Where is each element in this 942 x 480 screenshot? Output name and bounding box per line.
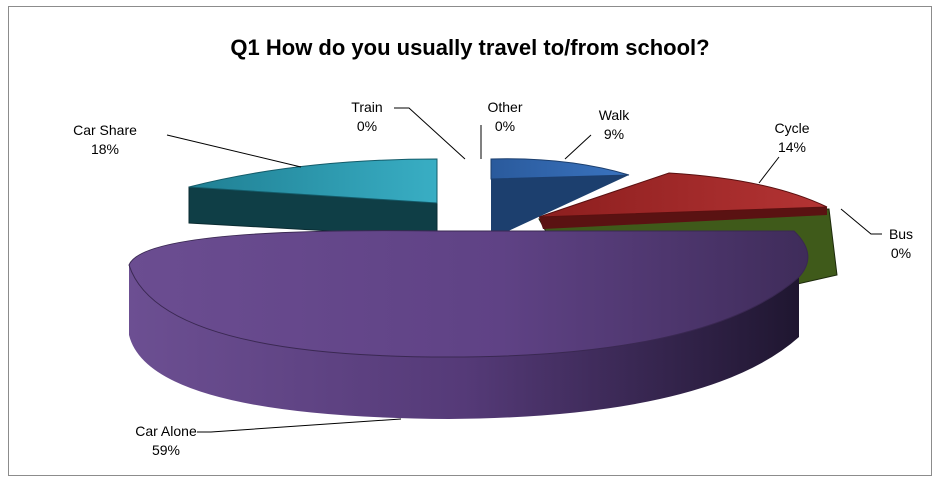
leader-car-share (166, 134, 302, 168)
slice-cycle-side (539, 207, 827, 229)
label-other-name: Other (487, 99, 522, 115)
leader-bus (840, 208, 882, 235)
label-train-pct: 0% (357, 118, 377, 134)
slice-car-alone (128, 230, 809, 358)
label-car-alone-name: Car Alone (135, 423, 197, 439)
label-car-alone-pct: 59% (152, 442, 180, 458)
label-cycle-pct: 14% (778, 139, 806, 155)
label-walk-name: Walk (599, 107, 631, 123)
label-walk-pct: 9% (604, 126, 624, 142)
slice-walk-side (491, 175, 629, 239)
pie-chart: Q1 How do you usually travel to/from sch… (73, 35, 913, 458)
leader-cycle (758, 156, 780, 184)
leader-train (394, 107, 466, 160)
leader-walk (564, 134, 592, 160)
label-train-name: Train (351, 99, 382, 115)
slice-walk (490, 158, 630, 180)
chart-frame: Q1 How do you usually travel to/from sch… (8, 6, 932, 476)
label-car-share-name: Car Share (73, 122, 137, 138)
label-car-share-pct: 18% (91, 141, 119, 157)
label-other-pct: 0% (495, 118, 515, 134)
leader-car-alone (197, 418, 402, 433)
label-bus-pct: 0% (891, 245, 911, 261)
slice-cycle (538, 172, 828, 218)
label-cycle-name: Cycle (774, 120, 809, 136)
chart-title: Q1 How do you usually travel to/from sch… (230, 35, 709, 60)
label-bus-name: Bus (889, 226, 913, 242)
slice-car-share (188, 158, 438, 204)
